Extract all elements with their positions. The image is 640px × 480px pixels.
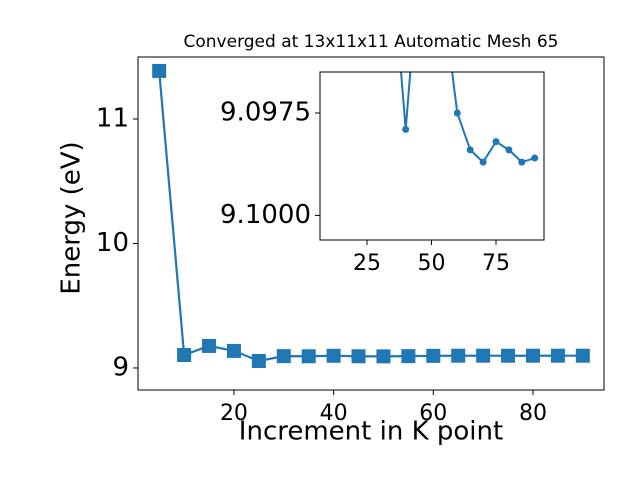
marker [376, 349, 391, 364]
plot-area [320, 72, 544, 240]
y-tick-label: 11 [96, 103, 129, 133]
marker [505, 146, 513, 154]
marker [152, 63, 167, 78]
y-tick-label: 10 [96, 228, 129, 258]
marker [441, 7, 448, 14]
y-tick-label: 9 [112, 352, 129, 382]
marker [531, 154, 539, 162]
x-tick-label: 75 [482, 251, 510, 276]
series [376, 7, 539, 166]
marker [476, 348, 491, 363]
x-tick-label: 40 [320, 401, 348, 426]
x-tick-label: 50 [417, 251, 445, 276]
marker [301, 349, 316, 364]
marker [466, 146, 474, 154]
marker [402, 125, 410, 133]
y-tick-label: 9.1000 [220, 200, 311, 230]
marker [276, 349, 291, 364]
marker [492, 138, 500, 146]
x-tick-label: 25 [353, 251, 381, 276]
x-tick-label: 20 [220, 401, 248, 426]
y-tick-label: 9.0975 [220, 97, 311, 127]
marker [550, 348, 565, 363]
axes-frame [319, 71, 545, 241]
y-axis-label: Energy (eV) [57, 141, 87, 294]
series [152, 63, 590, 368]
marker [525, 348, 540, 363]
x-axis-label: Increment in K point [239, 417, 503, 447]
marker [453, 109, 461, 117]
marker [426, 348, 441, 363]
marker [401, 349, 416, 364]
marker [251, 353, 266, 368]
marker [451, 348, 466, 363]
x-tick-label: 80 [519, 401, 547, 426]
chart-title: Converged at 13x11x11 Automatic Mesh 65 [184, 32, 559, 52]
marker [376, 7, 383, 14]
marker [479, 158, 487, 166]
marker [501, 348, 516, 363]
marker [326, 348, 341, 363]
marker [575, 348, 590, 363]
marker [177, 348, 192, 363]
axes-frame [137, 56, 605, 391]
marker [202, 338, 217, 353]
x-tick-label: 60 [419, 401, 447, 426]
marker [226, 343, 241, 358]
marker [518, 158, 526, 166]
marker [351, 349, 366, 364]
